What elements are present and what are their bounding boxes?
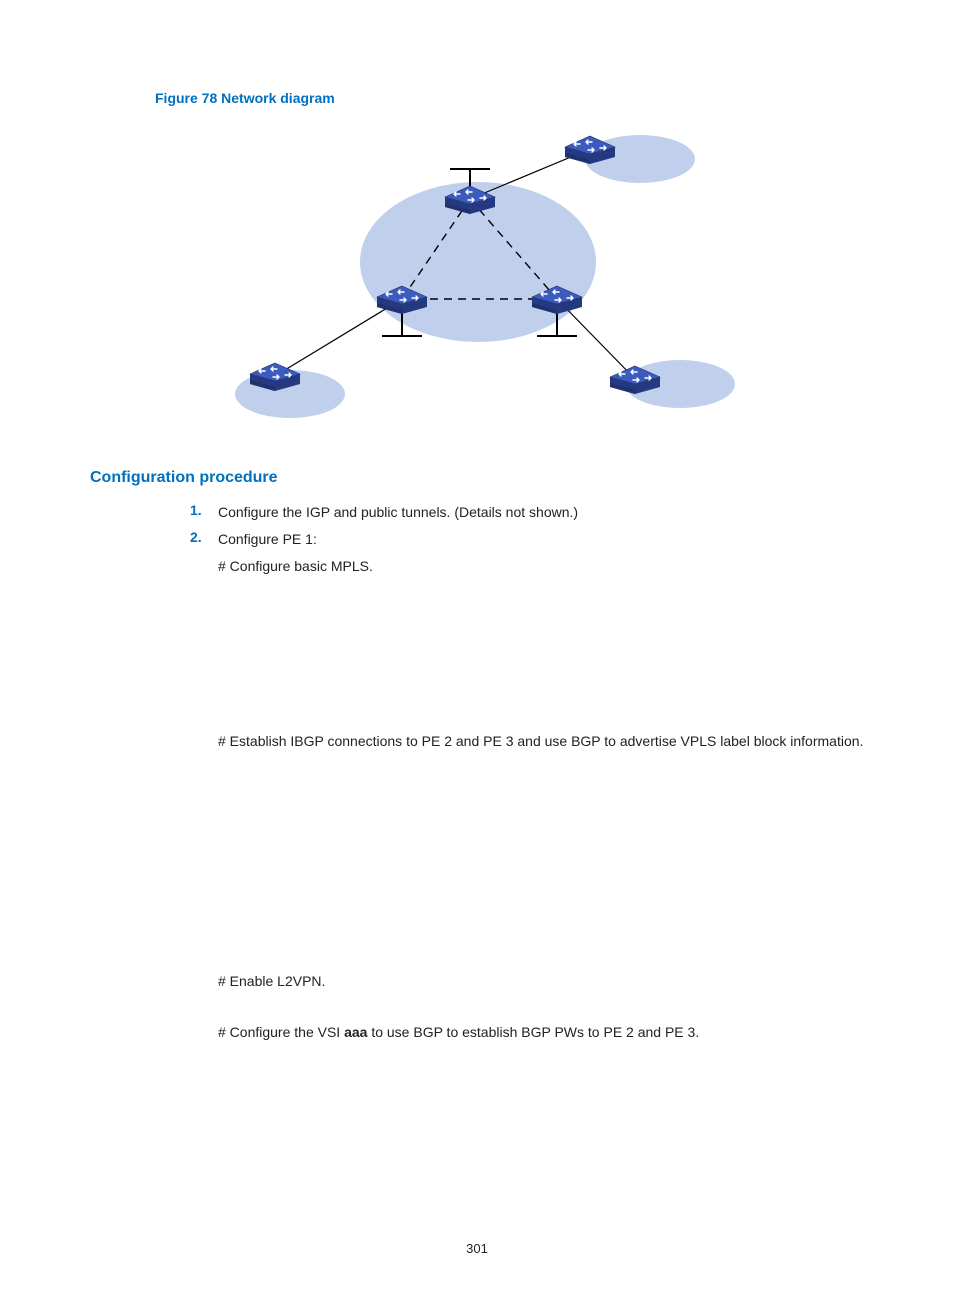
figure-caption: Figure 78 Network diagram <box>155 90 864 106</box>
vsi-suffix: to use BGP to establish BGP PWs to PE 2 … <box>367 1024 699 1040</box>
section-heading: Configuration procedure <box>90 469 864 487</box>
config-steps: 1. Configure the IGP and public tunnels.… <box>190 502 864 1043</box>
step-row: 2. Configure PE 1: <box>190 529 864 550</box>
step-text: Configure PE 1: <box>218 529 864 550</box>
step-number: 1. <box>190 502 218 523</box>
step-subtext: # Configure basic MPLS. <box>218 556 864 577</box>
step-subtext: # Establish IBGP connections to PE 2 and… <box>218 731 864 752</box>
step-subtext: # Configure the VSI aaa to use BGP to es… <box>218 1022 864 1043</box>
step-subtext: # Enable L2VPN. <box>218 971 864 992</box>
page-number: 301 <box>0 1241 954 1256</box>
step-text: Configure the IGP and public tunnels. (D… <box>218 502 864 523</box>
step-number: 2. <box>190 529 218 550</box>
network-diagram <box>210 124 750 434</box>
step-row: 1. Configure the IGP and public tunnels.… <box>190 502 864 523</box>
vsi-name: aaa <box>344 1024 367 1040</box>
vsi-prefix: # Configure the VSI <box>218 1024 344 1040</box>
